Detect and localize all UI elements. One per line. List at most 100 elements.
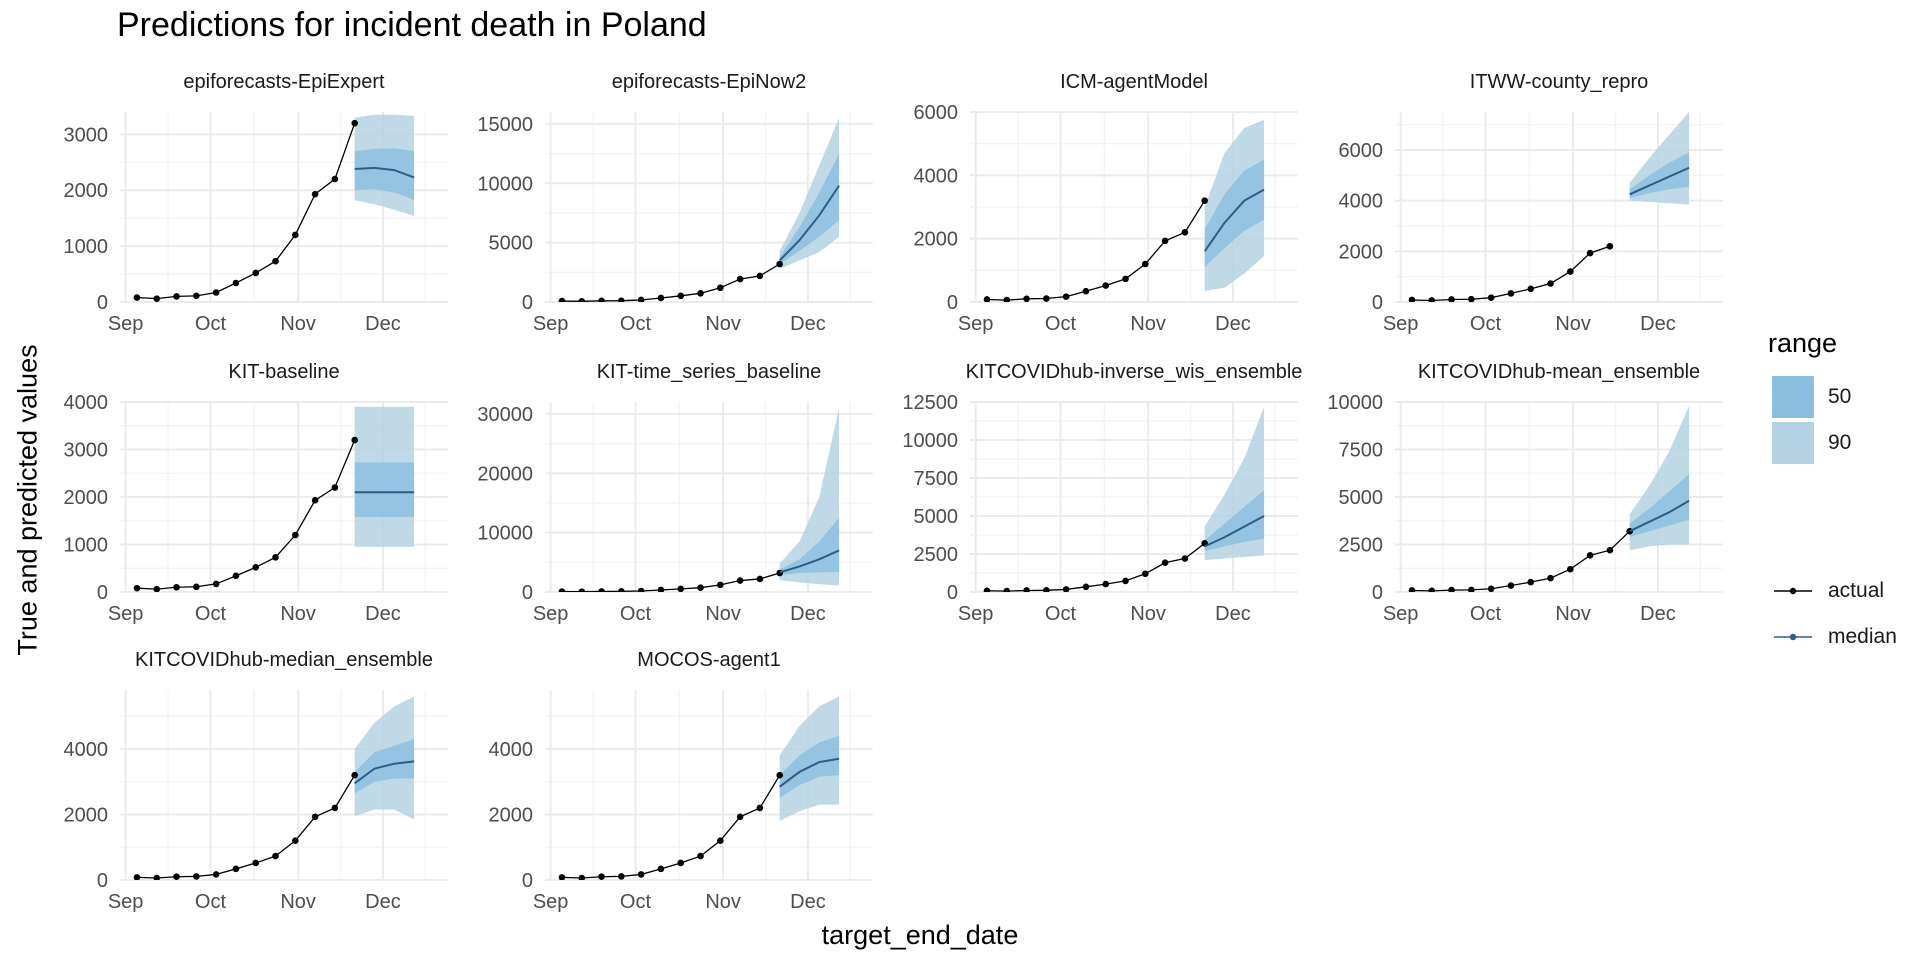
actual-point [351, 771, 358, 779]
panel-title: KIT-baseline [228, 361, 339, 383]
actual-point [292, 837, 299, 844]
actual-line [986, 542, 1206, 592]
actual-point [618, 297, 625, 302]
panel-7: KITCOVIDhub-inverse_wis_ensemble 0 2500 500… [902, 361, 1302, 625]
actual-line [1411, 530, 1631, 592]
median-line [1204, 515, 1265, 548]
x-tick-label: Oct [1470, 313, 1502, 335]
y-tick-label: 2000 [1339, 241, 1384, 263]
legend: range 50 90 actual median [1768, 328, 1918, 658]
panel-2: epiforecasts-EpiNow2 0 5000 10000 15000 Sep Oc… [477, 71, 873, 335]
actual-line [136, 122, 356, 300]
actual-point [133, 874, 141, 880]
actual-point [736, 577, 744, 584]
actual-point [193, 583, 200, 591]
panel-title: MOCOS-agent1 [637, 649, 780, 671]
actual-point [1003, 587, 1011, 592]
actual-point [1161, 559, 1169, 566]
actual-point [1606, 242, 1614, 250]
panel-title: epiforecasts-EpiExpert [183, 71, 385, 93]
panel-plot-area [133, 114, 415, 302]
actual-point [756, 272, 764, 280]
actual-point [697, 290, 704, 297]
actual-point [1487, 585, 1495, 592]
x-tick-label: Sep [1383, 313, 1419, 335]
y-tick-label: 10000 [477, 523, 533, 545]
actual-point [1062, 586, 1070, 592]
median-line [1203, 188, 1265, 252]
legend-swatch-range-50 [1772, 376, 1814, 418]
panel-title: KITCOVIDhub-inverse_wis_ensemble [966, 361, 1303, 383]
actual-point [173, 583, 180, 591]
actual-point [1181, 555, 1189, 562]
actual-point [173, 293, 180, 300]
actual-point [212, 871, 220, 878]
legend-swatch-range-90 [1772, 422, 1814, 464]
actual-point [193, 292, 200, 300]
x-tick-label: Nov [705, 891, 741, 913]
x-tick-label: Sep [958, 313, 994, 335]
range-50-band [1204, 490, 1265, 551]
actual-point [1468, 295, 1475, 302]
range-50-band [354, 148, 415, 200]
actual-line [136, 439, 356, 590]
actual-point [1043, 587, 1050, 592]
actual-point [736, 813, 744, 821]
x-tick-label: Dec [1215, 603, 1251, 625]
actual-point [598, 588, 605, 592]
x-tick-label: Nov [280, 313, 316, 335]
range-50-band [779, 153, 840, 264]
actual-point [1428, 587, 1436, 592]
y-tick-label: 6000 [914, 102, 959, 124]
actual-point [331, 175, 339, 183]
actual-point [983, 587, 991, 592]
y-tick-label: 4000 [64, 392, 109, 414]
actual-point [133, 294, 141, 301]
actual-point [1062, 293, 1070, 300]
actual-point [578, 588, 586, 592]
panel-plot-area [558, 117, 840, 302]
actual-point [598, 297, 605, 302]
panel-plot-area [1408, 112, 1690, 302]
actual-point [637, 871, 645, 878]
panel-4: ITWW-county_repro 0 2000 4000 6000 Sep Oct Nov D… [1339, 71, 1723, 335]
actual-point [1567, 565, 1574, 573]
y-tick-label: 2000 [64, 487, 109, 509]
y-tick-label: 7500 [914, 468, 959, 490]
actual-point [153, 585, 161, 592]
panel-plot-area [133, 406, 415, 592]
median-line [779, 757, 840, 788]
x-tick-label: Sep [108, 313, 144, 335]
panel-10: MOCOS-agent1 0 2000 4000 Sep Oct Nov Dec [489, 649, 873, 913]
actual-line [986, 200, 1206, 301]
x-tick-label: Dec [365, 891, 401, 913]
actual-point [1102, 282, 1110, 289]
actual-point [1408, 296, 1416, 302]
actual-point [657, 294, 665, 302]
median-line [354, 760, 415, 785]
median-line [1629, 499, 1690, 533]
actual-point [1428, 297, 1436, 302]
x-axis-title: target_end_date [821, 920, 1019, 950]
actual-point [1527, 578, 1535, 586]
x-tick-label: Dec [790, 891, 826, 913]
actual-line [561, 572, 780, 592]
x-tick-label: Oct [1470, 603, 1502, 625]
y-tick-label: 0 [947, 582, 958, 604]
actual-point [558, 874, 566, 880]
actual-point [657, 865, 665, 873]
y-tick-label: 0 [522, 292, 533, 314]
actual-point [1003, 296, 1011, 302]
actual-point [1142, 570, 1149, 578]
actual-point [1122, 275, 1129, 283]
actual-point [232, 279, 240, 287]
panel-plot-area [558, 696, 840, 880]
legend-item-range-50: 50 [1768, 376, 1918, 418]
panel-plot-area [1408, 405, 1690, 592]
actual-point [311, 497, 319, 504]
legend-label-range-90: 90 [1828, 431, 1852, 454]
x-tick-label: Dec [365, 313, 401, 335]
actual-point [1102, 580, 1110, 588]
x-tick-label: Sep [533, 313, 569, 335]
actual-point [1586, 249, 1594, 257]
